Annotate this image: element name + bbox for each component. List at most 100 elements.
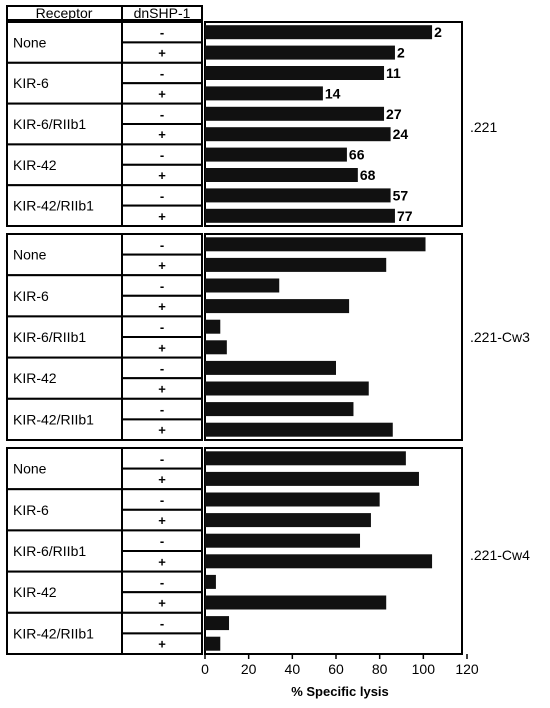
panel-frame	[204, 233, 463, 441]
receptor-label: KIR-6	[13, 288, 49, 304]
bar	[205, 86, 323, 101]
receptor-cell	[6, 21, 123, 64]
panel-frame	[204, 447, 463, 655]
dnshp-minus: -	[160, 188, 164, 203]
dnshp-plus: +	[158, 637, 166, 652]
bar-data-label: 2	[434, 24, 442, 40]
receptor-header: Receptor	[36, 5, 93, 21]
dnshp-plus: +	[158, 46, 166, 61]
bar	[205, 340, 227, 355]
dnshp-minus: -	[160, 575, 164, 590]
receptor-label: KIR-42	[13, 157, 57, 173]
dnshp-plus: +	[158, 340, 166, 355]
dnshp-plus: +	[158, 258, 166, 273]
dnshp-minus: -	[160, 320, 164, 335]
panel-3: None - + KIR-6 - + KIR-6/RIIb1 - + KIR-42 - + KIR-42…	[6, 447, 530, 677]
x-tick-label: 0	[201, 661, 209, 677]
panel-label: .221	[470, 119, 497, 135]
dnshp-header-cell	[121, 5, 203, 21]
dnshp-cell	[121, 418, 203, 441]
receptor-label: None	[13, 34, 47, 50]
receptor-cell	[6, 488, 123, 532]
receptor-label: KIR-6/RIIb1	[13, 543, 86, 559]
receptor-cell	[6, 447, 123, 491]
x-tick-label: 60	[328, 661, 344, 677]
panel-frame	[204, 21, 463, 227]
receptor-cell	[6, 143, 123, 187]
receptor-cell	[6, 233, 123, 277]
receptor-label: None	[13, 247, 47, 263]
table-header: Receptor dnSHP-1	[6, 5, 203, 21]
dnshp-plus: +	[158, 299, 166, 314]
dnshp-minus: -	[160, 279, 164, 294]
dnshp-minus: -	[160, 148, 164, 163]
receptor-label: KIR-42/RIIb1	[13, 198, 94, 214]
bar	[205, 278, 280, 293]
bar-data-label: 66	[349, 147, 365, 163]
dnshp-plus: +	[158, 513, 166, 528]
dnshp-plus: +	[158, 423, 166, 438]
bar	[205, 554, 433, 569]
bar	[205, 45, 395, 60]
receptor-label: KIR-42	[13, 370, 57, 386]
bar-data-label: 24	[393, 126, 409, 142]
panel-label: .221-Cw4	[470, 547, 530, 563]
bar	[205, 208, 395, 223]
bar	[205, 574, 216, 589]
bar-data-label: 27	[386, 106, 402, 122]
dnshp-header: dnSHP-1	[134, 5, 191, 21]
bar	[205, 360, 336, 375]
dnshp-minus: -	[160, 534, 164, 549]
receptor-cell	[6, 102, 123, 146]
receptor-cell	[6, 315, 123, 359]
bar-data-label: 14	[325, 85, 341, 101]
bar-data-label: 77	[397, 208, 413, 224]
bar	[205, 402, 354, 417]
receptor-cell	[6, 397, 123, 441]
bar-data-label: 68	[360, 167, 376, 183]
dnshp-minus: -	[160, 402, 164, 417]
bar-data-label: 57	[393, 187, 409, 203]
bar	[205, 422, 393, 437]
x-tick-label: 100	[412, 661, 436, 677]
x-tick-label: 120	[455, 661, 479, 677]
dnshp-minus: -	[160, 451, 164, 466]
receptor-label: KIR-6/RIIb1	[13, 116, 86, 132]
dnshp-plus: +	[158, 86, 166, 101]
receptor-cell	[6, 274, 123, 318]
bar-data-label: 2	[397, 45, 405, 61]
dnshp-plus: +	[158, 127, 166, 142]
bar	[205, 127, 391, 142]
bar	[205, 636, 221, 651]
bar	[205, 299, 350, 314]
dnshp-plus: +	[158, 472, 166, 487]
dnshp-plus: +	[158, 168, 166, 183]
bar	[205, 471, 419, 486]
dnshp-minus: -	[160, 616, 164, 631]
dnshp-cell	[121, 204, 203, 228]
receptor-label: KIR-42	[13, 584, 57, 600]
dnshp-minus: -	[160, 493, 164, 508]
bar	[205, 319, 221, 334]
bar	[205, 25, 433, 40]
dnshp-plus: +	[158, 596, 166, 611]
dnshp-plus: +	[158, 382, 166, 397]
dnshp-minus: -	[160, 66, 164, 81]
dnshp-minus: -	[160, 361, 164, 376]
bar	[205, 168, 358, 182]
receptor-label: KIR-6	[13, 75, 49, 91]
x-axis-label: % Specific lysis	[291, 684, 389, 699]
bar	[205, 237, 426, 252]
receptor-label: KIR-6/RIIb1	[13, 329, 86, 345]
receptor-label: KIR-6	[13, 502, 49, 518]
dnshp-minus: -	[160, 25, 164, 40]
receptor-label: KIR-42/RIIb1	[13, 411, 94, 427]
dnshp-minus: -	[160, 237, 164, 252]
bar-data-label: 11	[386, 65, 401, 81]
bar	[205, 533, 361, 548]
panel-1: None - + KIR-6 - + KIR-6/RIIb1 - + KIR-42 - + KIR-42…	[6, 21, 497, 228]
dnshp-plus: +	[158, 554, 166, 569]
bar	[205, 492, 380, 507]
dnshp-cell	[121, 632, 203, 656]
